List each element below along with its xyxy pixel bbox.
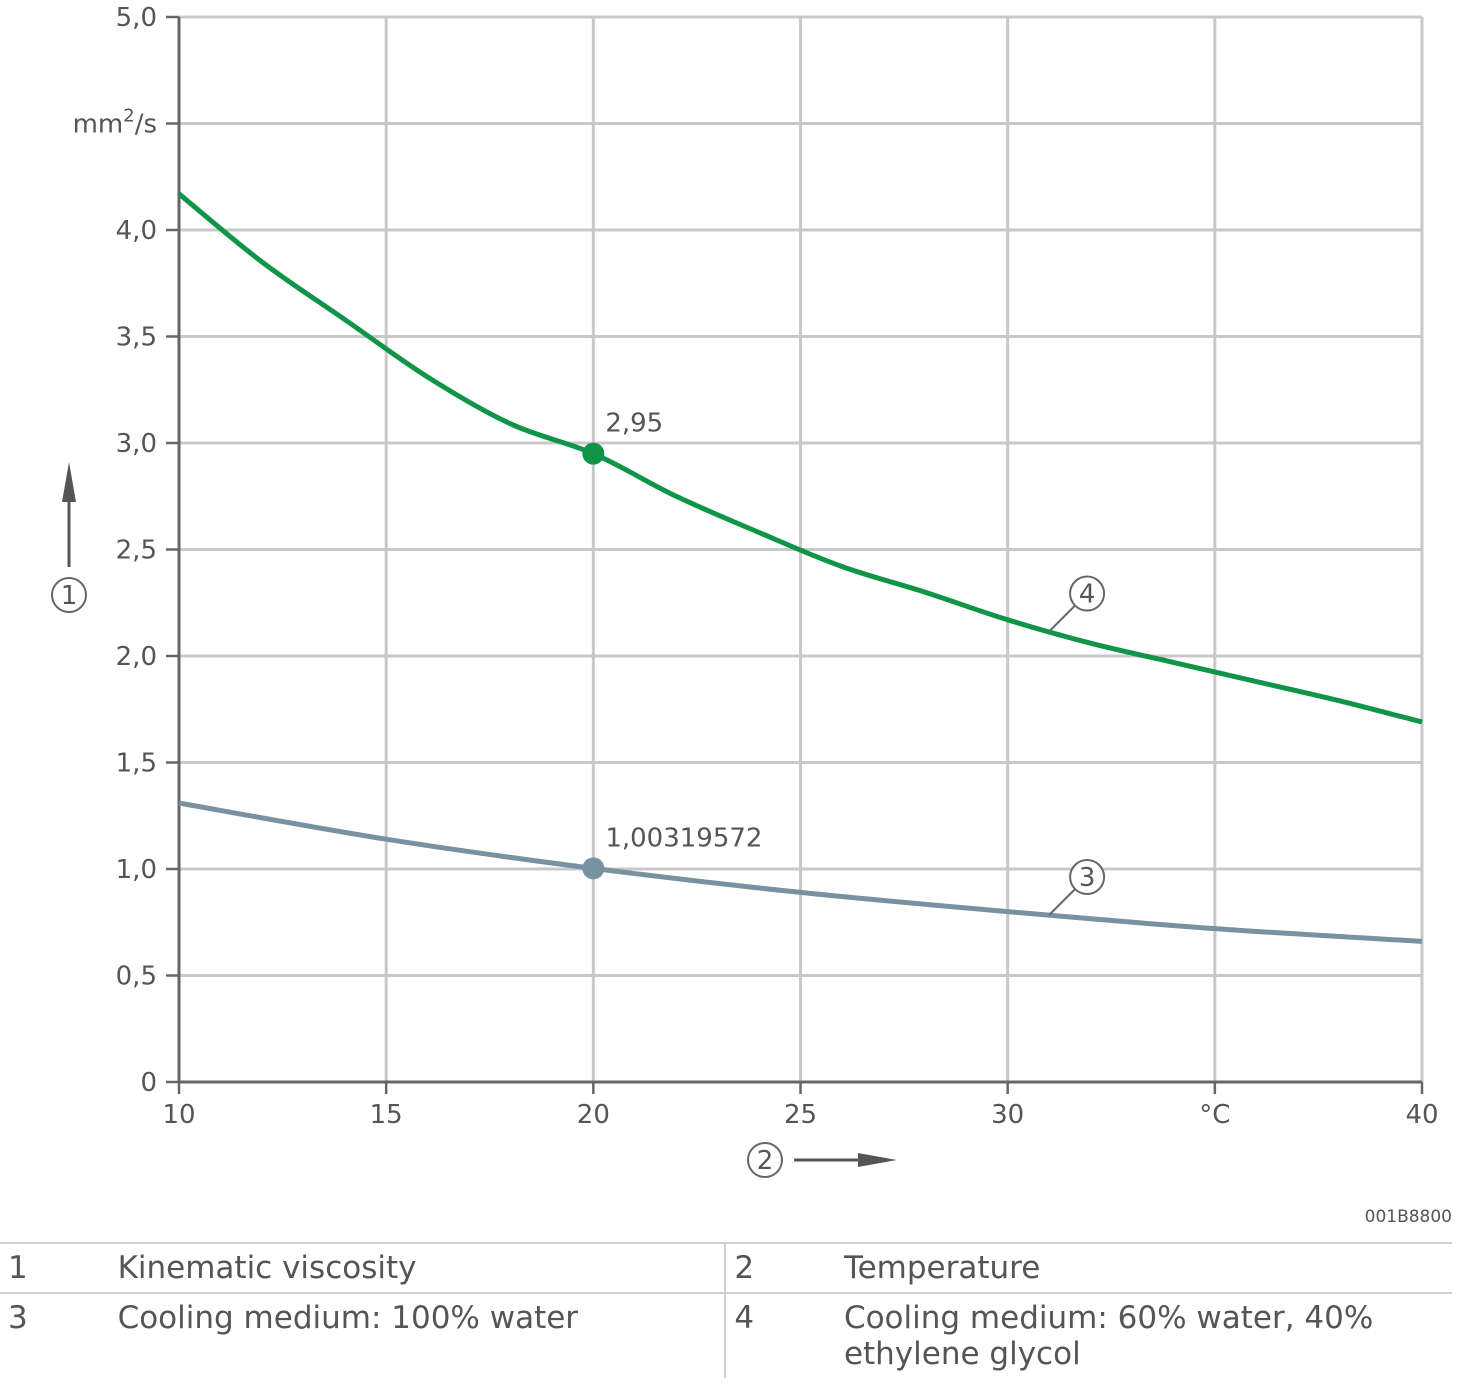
legend-label: Kinematic viscosity [117, 1250, 417, 1286]
x-tick-label: 15 [370, 1100, 403, 1130]
axes [166, 15, 1424, 1094]
callout-number: 3 [1079, 863, 1096, 893]
y-tick-label: 2,0 [116, 642, 157, 672]
x-tick-label: 10 [162, 1100, 195, 1130]
legend-number: 3 [8, 1300, 28, 1336]
data-point-marker [582, 857, 605, 880]
legend-label: Cooling medium: 100% water [117, 1300, 579, 1336]
y-tick-label: 4,0 [116, 216, 157, 246]
series-group: 2,95 4 1,00319572 3 [177, 191, 1423, 944]
axis-markers: 12 [51, 462, 897, 1178]
y-tick-label: 3,0 [116, 429, 157, 459]
x-axis-marker-number: 2 [757, 1146, 774, 1176]
y-tick-label: 0,5 [116, 962, 157, 992]
series-line-4 [177, 191, 1423, 725]
y-tick-label: 2,5 [116, 536, 157, 566]
legend-row: 1 Kinematic viscosity 2 Temperature [0, 1243, 1452, 1293]
data-point-label: 1,00319572 [605, 823, 762, 853]
legend-label: Temperature [843, 1250, 1041, 1286]
x-tick-label: 25 [784, 1100, 817, 1130]
series-line-3 [178, 800, 1423, 944]
x-tick-label: °C [1199, 1100, 1230, 1130]
x-tick-label: 40 [1405, 1100, 1438, 1130]
data-point-label: 2,95 [605, 409, 663, 439]
callout-number: 4 [1079, 580, 1096, 610]
y-tick-label: 5,0 [116, 3, 157, 33]
y-unit-label: mm2/s [73, 106, 157, 140]
x-tick-label: 30 [991, 1100, 1024, 1130]
legend-table: 1 Kinematic viscosity 2 Temperature 3 Co… [0, 1242, 1452, 1378]
y-tick-label: 1,5 [116, 749, 157, 779]
callout-leader [1048, 887, 1077, 916]
x-tick-label: 20 [577, 1100, 610, 1130]
x-tick-labels: 10 15 20 25 30 °C 40 [162, 1100, 1438, 1130]
legend-number: 2 [724, 1243, 836, 1293]
callout-leader [1048, 603, 1077, 633]
x-axis-marker-circle [747, 1142, 783, 1178]
x-axis-arrow-head [858, 1153, 897, 1167]
legend-number: 1 [8, 1250, 28, 1286]
y-tick-label: 3,5 [116, 323, 157, 353]
y-tick-labels: 0 0,5 1,0 1,5 2,0 2,5 3,0 3,5 4,0 mm2/s 5,0 [73, 3, 157, 1098]
document-id: 001B8800 [1364, 1207, 1452, 1227]
y-axis-marker-circle [51, 577, 87, 613]
legend-number: 4 [724, 1293, 836, 1378]
callout-circle [1069, 859, 1106, 896]
data-point-marker [582, 442, 605, 465]
y-tick-label: 0 [140, 1068, 157, 1098]
legend-row: 3 Cooling medium: 100% water 4 Cooling m… [0, 1293, 1452, 1378]
legend-label: Cooling medium: 60% water, 40% ethylene … [843, 1300, 1374, 1372]
y-axis-marker-number: 1 [61, 581, 78, 611]
y-axis-arrow-head [62, 462, 76, 502]
y-tick-label: 1,0 [116, 855, 157, 885]
grid [179, 15, 1424, 1082]
callout-circle [1069, 575, 1106, 612]
